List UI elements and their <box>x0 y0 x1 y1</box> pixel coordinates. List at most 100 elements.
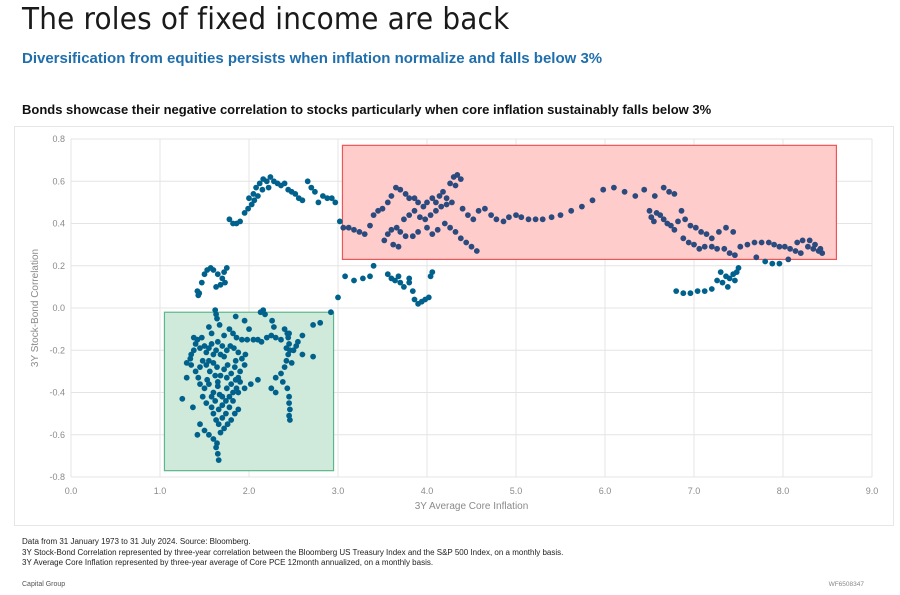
data-point <box>701 288 708 294</box>
data-point <box>370 212 377 219</box>
data-point <box>409 288 416 294</box>
data-point <box>187 355 194 362</box>
data-point <box>660 184 667 191</box>
data-point <box>267 174 274 180</box>
document-code: WF6508347 <box>828 581 864 588</box>
data-point <box>351 277 357 284</box>
data-point <box>222 279 228 286</box>
data-point <box>248 201 255 208</box>
data-point <box>231 345 237 351</box>
data-point <box>600 186 607 193</box>
data-point <box>762 258 769 265</box>
data-point <box>308 184 315 191</box>
data-points <box>179 172 826 463</box>
data-point <box>388 193 395 199</box>
data-point <box>231 410 238 417</box>
axis-ticks: 0.80.60.40.20.0-0.2-0.4-0.6-0.80.0 1.0 2.0… <box>49 134 878 496</box>
data-point <box>717 269 724 275</box>
data-point <box>210 436 217 442</box>
data-point <box>315 199 322 206</box>
data-point <box>215 421 222 428</box>
data-point <box>223 265 230 271</box>
data-point <box>397 229 404 235</box>
data-point <box>668 222 674 229</box>
data-point <box>269 317 275 324</box>
y-axis-label: 3Y Stock-Bond Correlation <box>30 249 41 367</box>
data-point <box>235 349 242 356</box>
data-point <box>196 290 203 297</box>
data-point <box>345 224 352 231</box>
data-point <box>648 214 655 221</box>
data-point <box>201 271 208 278</box>
footnote-correlation: 3Y Stock-Bond Correlation represented by… <box>22 547 564 557</box>
chart-frame <box>14 126 894 526</box>
data-point <box>203 400 210 406</box>
data-point <box>673 288 680 294</box>
data-point <box>401 216 407 223</box>
data-point <box>188 362 195 368</box>
data-point <box>393 224 400 231</box>
data-point <box>221 353 228 360</box>
data-point <box>208 341 215 347</box>
x-tick-label: 7.0 <box>688 486 701 496</box>
data-point <box>401 284 407 290</box>
data-point <box>197 381 203 387</box>
data-point <box>281 364 288 370</box>
data-point <box>440 188 446 195</box>
data-point <box>332 199 339 206</box>
data-point <box>751 239 758 246</box>
data-point <box>411 207 418 214</box>
data-point <box>259 186 266 193</box>
data-point <box>201 343 208 349</box>
data-point <box>213 311 220 318</box>
data-point <box>409 233 416 240</box>
data-point <box>691 241 697 248</box>
data-point <box>281 180 288 187</box>
data-point <box>210 351 217 358</box>
data-point <box>299 351 306 358</box>
data-point <box>287 417 293 423</box>
data-point <box>228 381 235 387</box>
data-point <box>680 290 687 297</box>
data-point <box>402 191 409 197</box>
x-tick-label: 2.0 <box>243 486 256 496</box>
data-point <box>452 182 459 189</box>
data-point <box>190 347 197 354</box>
data-point <box>214 364 220 370</box>
data-point <box>265 184 272 191</box>
data-point <box>685 239 692 246</box>
data-point <box>447 224 453 231</box>
data-point <box>241 317 248 324</box>
data-point <box>384 271 391 278</box>
data-point <box>723 224 729 231</box>
data-point <box>441 220 448 227</box>
data-point <box>255 376 261 383</box>
data-point <box>406 279 413 286</box>
data-point <box>250 191 257 197</box>
data-point <box>230 330 236 337</box>
data-point <box>641 186 648 193</box>
data-point <box>470 216 477 223</box>
data-point <box>204 376 211 383</box>
data-point <box>244 336 251 343</box>
data-point <box>402 233 409 240</box>
data-point <box>216 391 223 398</box>
data-point <box>568 207 575 214</box>
y-tick-label: 0.6 <box>52 176 65 186</box>
x-tick-label: 4.0 <box>421 486 434 496</box>
data-point <box>621 188 628 195</box>
data-point <box>557 212 564 219</box>
data-point <box>525 216 532 223</box>
data-point <box>781 243 788 250</box>
data-point <box>411 195 418 202</box>
data-point <box>351 226 357 233</box>
data-point <box>272 389 279 396</box>
data-point <box>223 410 229 417</box>
data-point <box>221 332 228 339</box>
data-point <box>735 265 742 271</box>
data-point <box>241 210 248 216</box>
data-point <box>692 224 699 231</box>
data-point <box>714 277 720 284</box>
data-point <box>228 370 235 377</box>
x-tick-label: 6.0 <box>599 486 612 496</box>
